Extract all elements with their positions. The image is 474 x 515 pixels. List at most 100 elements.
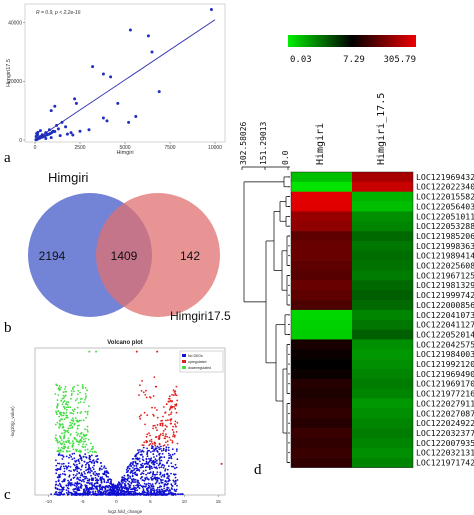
volcano-point [72, 448, 75, 451]
volcano-point [84, 477, 86, 480]
volcano-point [139, 453, 142, 456]
volcano-point [93, 461, 96, 463]
heatmap-cell [291, 250, 352, 261]
volcano-point [149, 493, 152, 495]
volcano-point [142, 479, 145, 482]
volcano-point [146, 447, 149, 450]
heatmap-row-label: LOC122042575 [416, 339, 474, 349]
volcano-point [175, 450, 178, 452]
scatter-plot: R = 0.9, p < 2.2e-16 Himgiri Himgiri17.5… [6, 3, 226, 156]
volcano-point [132, 478, 135, 480]
volcano-point [124, 485, 126, 488]
volcano-point [146, 489, 149, 492]
volcano-point [173, 473, 176, 476]
volcano-point [160, 475, 163, 478]
volcano-point [140, 464, 143, 467]
volcano-point [158, 477, 161, 480]
volcano-point [67, 462, 70, 464]
volcano-point [89, 467, 92, 470]
volcano-point [69, 484, 72, 487]
volcano-point [78, 471, 80, 474]
volcano-point [142, 489, 145, 492]
volcano-point [55, 459, 57, 462]
volcano-point [154, 476, 156, 478]
scatter-point [87, 128, 91, 132]
volcano-point [76, 424, 79, 427]
volcano-point [63, 432, 66, 434]
volcano-point [156, 491, 159, 493]
volcano-point [121, 476, 124, 479]
volcano-point [126, 474, 129, 477]
volcano-point [59, 435, 61, 438]
volcano-point [174, 467, 176, 470]
volcano-point [98, 493, 101, 495]
volcano-point [86, 487, 88, 490]
legend-swatch-down [182, 366, 186, 369]
volcano-point [157, 464, 160, 467]
volcano-point [161, 481, 164, 484]
panel-letter-b: b [4, 320, 12, 336]
volcano-point [77, 441, 80, 443]
volcano-point [105, 485, 108, 488]
volcano-point [172, 493, 175, 495]
volcano-point [72, 412, 75, 415]
heatmap-cell [291, 428, 352, 439]
heatmap-cell [291, 398, 352, 409]
volcano-point [106, 490, 108, 493]
volcano-point [153, 415, 155, 417]
volcano-point [152, 471, 155, 473]
volcano-point [77, 443, 80, 446]
volcano-point [55, 464, 58, 467]
volcano-point [87, 451, 90, 454]
volcano-point [60, 489, 62, 491]
volcano-point [154, 494, 157, 496]
row-dendrogram [243, 176, 290, 463]
volcano-point [60, 399, 62, 402]
volcano-point [62, 462, 65, 465]
volcano-point [141, 472, 144, 474]
volcano-point [72, 390, 75, 393]
heatmap-column-himgiri-175: Himgiri_17.5 [376, 93, 387, 165]
volcano-point [71, 422, 74, 425]
volcano-point [154, 407, 156, 409]
venn-diagram: Himgiri Himgiri17.5 2194 1409 142 [28, 170, 231, 323]
volcano-point [67, 465, 70, 468]
volcano-point [174, 407, 177, 410]
volcano-point [172, 431, 175, 434]
volcano-point [165, 449, 168, 452]
volcano-point [153, 456, 155, 458]
volcano-point [131, 472, 134, 475]
volcano-point [58, 494, 60, 496]
volcano-point [82, 443, 85, 445]
volcano-point [170, 455, 173, 458]
volcano-point [84, 466, 87, 469]
scatter-point [71, 133, 75, 137]
volcano-point [147, 488, 149, 490]
heatmap-row-label: LOC121977216 [416, 389, 474, 399]
volcano-point [71, 453, 74, 455]
volcano-point [147, 472, 149, 474]
volcano-point [91, 459, 94, 462]
volcano-point [165, 489, 168, 492]
volcano-point [69, 466, 72, 468]
volcano-point [153, 441, 156, 444]
volcano-point [169, 422, 172, 425]
volcano-point [70, 470, 72, 472]
volcano-point [110, 488, 113, 491]
volcano-point [89, 450, 92, 453]
volcano-point [57, 454, 60, 457]
volcano-point [82, 478, 84, 481]
heatmap-cell [352, 388, 413, 399]
volcano-point [78, 435, 81, 437]
volcano-point [77, 389, 80, 392]
volcano-point [167, 444, 169, 446]
volcano-point [167, 452, 170, 455]
volcano-point [156, 486, 159, 489]
volcano-point [132, 467, 134, 469]
volcano-point [159, 424, 162, 427]
scatter-point [146, 34, 150, 38]
volcano-point [79, 391, 81, 394]
scatter-ytick-label: 0 [19, 138, 22, 144]
volcano-point [107, 472, 110, 475]
volcano-point [68, 456, 70, 459]
